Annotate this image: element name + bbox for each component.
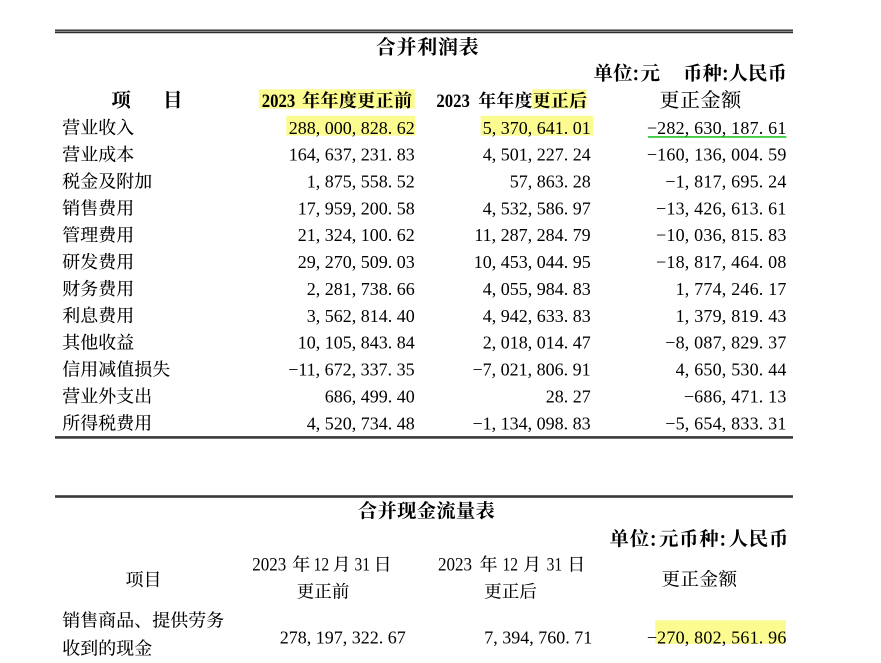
svg-text:2023: 2023 — [252, 555, 286, 576]
svg-text:−11, 672, 337. 35: −11, 672, 337. 35 — [288, 360, 414, 380]
svg-text:−686, 471. 13: −686, 471. 13 — [684, 386, 787, 406]
svg-text:10, 105, 843. 84: 10, 105, 843. 84 — [298, 333, 415, 353]
svg-text:2023: 2023 — [436, 91, 470, 112]
svg-text:−10, 036, 815. 83: −10, 036, 815. 83 — [656, 225, 787, 245]
svg-text:−1, 817, 695. 24: −1, 817, 695. 24 — [665, 172, 786, 192]
svg-text:1, 875, 558. 52: 1, 875, 558. 52 — [307, 172, 415, 192]
svg-text:278, 197, 322. 67: 278, 197, 322. 67 — [280, 628, 406, 648]
svg-text:57, 863. 28: 57, 863. 28 — [510, 172, 591, 192]
svg-text:−270, 802, 561. 96: −270, 802, 561. 96 — [647, 628, 787, 648]
svg-text:288, 000, 828. 62: 288, 000, 828. 62 — [289, 118, 415, 138]
svg-text:4, 532, 586. 97: 4, 532, 586. 97 — [483, 198, 591, 218]
svg-text:686, 499. 40: 686, 499. 40 — [325, 386, 415, 406]
svg-text:−18, 817, 464. 08: −18, 817, 464. 08 — [656, 252, 787, 272]
svg-text:28. 27: 28. 27 — [546, 386, 591, 406]
svg-text:10, 453, 044. 95: 10, 453, 044. 95 — [474, 252, 591, 272]
svg-text:−1, 134, 098. 83: −1, 134, 098. 83 — [473, 413, 591, 433]
svg-text:29, 270, 509. 03: 29, 270, 509. 03 — [298, 252, 415, 272]
svg-text:31: 31 — [355, 555, 371, 576]
svg-text:2023: 2023 — [438, 555, 472, 576]
svg-text:−7, 021, 806. 91: −7, 021, 806. 91 — [473, 360, 591, 380]
svg-text:31: 31 — [547, 555, 563, 576]
svg-text:1, 774, 246. 17: 1, 774, 246. 17 — [676, 279, 787, 299]
svg-text:2, 281, 738. 66: 2, 281, 738. 66 — [307, 279, 415, 299]
svg-text:1, 379, 819. 43: 1, 379, 819. 43 — [676, 306, 787, 326]
svg-text:11, 287, 284. 79: 11, 287, 284. 79 — [474, 225, 590, 245]
svg-text:−13, 426, 613. 61: −13, 426, 613. 61 — [656, 198, 787, 218]
svg-text:3, 562, 814. 40: 3, 562, 814. 40 — [307, 306, 415, 326]
svg-text:5, 370, 641. 01: 5, 370, 641. 01 — [483, 118, 591, 138]
svg-text:−5, 654, 833. 31: −5, 654, 833. 31 — [665, 413, 786, 433]
svg-text:21, 324, 100. 62: 21, 324, 100. 62 — [298, 225, 415, 245]
svg-text:12: 12 — [503, 555, 519, 576]
svg-text:164, 637, 231. 83: 164, 637, 231. 83 — [289, 145, 415, 165]
svg-text:2, 018, 014. 47: 2, 018, 014. 47 — [483, 333, 591, 353]
svg-text:4, 520, 734. 48: 4, 520, 734. 48 — [307, 413, 415, 433]
svg-text:4, 650, 530. 44: 4, 650, 530. 44 — [676, 360, 787, 380]
svg-text:7, 394, 760. 71: 7, 394, 760. 71 — [484, 628, 592, 648]
svg-text:−8, 087, 829. 37: −8, 087, 829. 37 — [665, 333, 786, 353]
svg-text:4, 055, 984. 83: 4, 055, 984. 83 — [483, 279, 591, 299]
svg-text:−282, 630, 187. 61: −282, 630, 187. 61 — [647, 118, 787, 138]
svg-text:17, 959, 200. 58: 17, 959, 200. 58 — [298, 198, 415, 218]
svg-text:2023: 2023 — [262, 91, 296, 112]
svg-text:12: 12 — [314, 555, 330, 576]
svg-text:4, 942, 633. 83: 4, 942, 633. 83 — [483, 306, 591, 326]
svg-text:−160, 136, 004. 59: −160, 136, 004. 59 — [647, 145, 787, 165]
svg-text:4, 501, 227. 24: 4, 501, 227. 24 — [483, 145, 591, 165]
